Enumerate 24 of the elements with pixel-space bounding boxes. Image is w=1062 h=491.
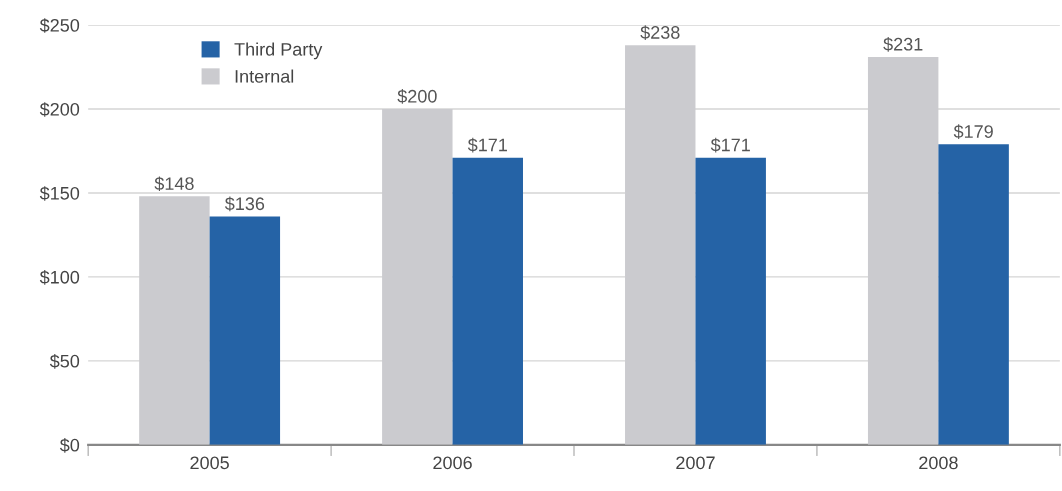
- x-tick-label: 2007: [676, 456, 715, 470]
- data-label: $238: [640, 25, 680, 40]
- bar: [695, 157, 766, 445]
- legend-label: Third Party: [234, 42, 323, 60]
- y-tick-label: $0: [59, 438, 80, 453]
- y-tick-label: $50: [49, 354, 80, 369]
- data-label: $136: [224, 196, 265, 212]
- data-label: $200: [397, 89, 437, 104]
- y-tick-label: $100: [39, 270, 80, 285]
- x-tick-label: 2005: [190, 456, 229, 470]
- data-label: $171: [710, 137, 750, 153]
- data-label: $231: [883, 37, 923, 52]
- x-tick-label: 2008: [919, 456, 958, 470]
- data-label: $148: [154, 176, 194, 192]
- bar: [452, 157, 523, 445]
- y-tick-label: $150: [39, 186, 80, 201]
- bar: [938, 144, 1009, 445]
- bar: [209, 216, 281, 445]
- legend-label: Internal: [235, 69, 294, 83]
- data-label: $171: [467, 137, 507, 153]
- data-label: $179: [953, 124, 993, 139]
- y-tick-label: $250: [39, 18, 80, 33]
- y-tick-label: $200: [39, 102, 80, 117]
- x-tick-label: 2006: [433, 456, 472, 470]
